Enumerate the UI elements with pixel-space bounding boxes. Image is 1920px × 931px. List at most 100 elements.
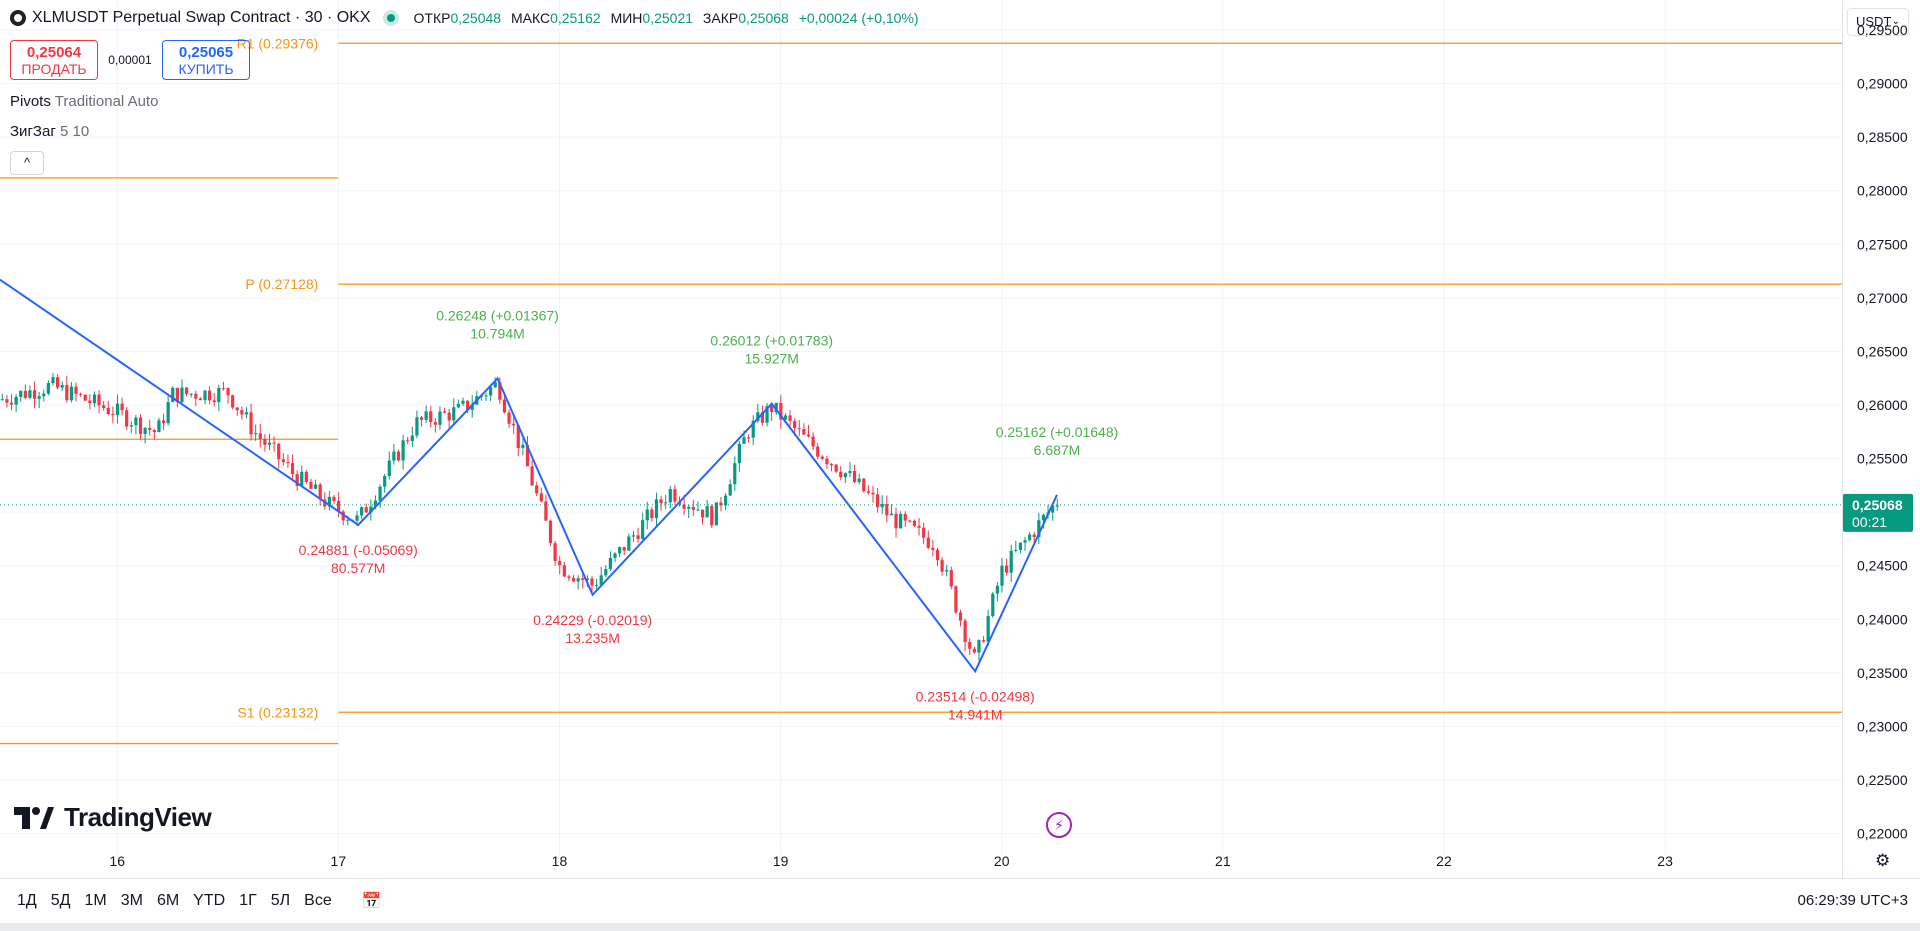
candle-body bbox=[194, 393, 198, 399]
candle-body bbox=[221, 387, 226, 389]
indicator-pivots[interactable]: Pivots Traditional Auto bbox=[10, 93, 159, 110]
candle-body bbox=[691, 506, 695, 510]
candle-body bbox=[387, 460, 391, 477]
buy-button[interactable]: 0,25065 КУПИТЬ bbox=[162, 40, 250, 80]
candle-body bbox=[231, 395, 235, 408]
candle-body bbox=[406, 440, 410, 442]
candle-body bbox=[184, 387, 189, 394]
y-tick-label: 0,26000 bbox=[1857, 397, 1908, 413]
candle-body bbox=[594, 584, 599, 586]
zigzag-price-label: 0.24881 (-0.05069) bbox=[299, 542, 418, 558]
candle-body bbox=[765, 406, 769, 423]
candle-body bbox=[793, 420, 797, 429]
y-tick-label: 0,29500 bbox=[1857, 22, 1908, 38]
candle-body bbox=[899, 513, 903, 529]
candle-body bbox=[235, 407, 239, 411]
range-5y[interactable]: 5Л bbox=[270, 892, 291, 909]
candle-body bbox=[277, 443, 281, 460]
x-tick-label: 19 bbox=[773, 853, 789, 869]
candle-body bbox=[286, 461, 290, 464]
candle-body bbox=[774, 402, 778, 413]
candle-body bbox=[489, 387, 493, 396]
candle-body bbox=[304, 471, 308, 482]
calendar-icon[interactable]: 📅 bbox=[361, 893, 382, 910]
candle-body bbox=[46, 383, 50, 394]
clock[interactable]: 06:29:39 UTC+3 bbox=[1797, 892, 1909, 909]
zigzag-volume-label: 13.235M bbox=[565, 630, 619, 646]
x-tick-label: 20 bbox=[994, 853, 1010, 869]
candle-body bbox=[415, 417, 419, 436]
lightning-icon[interactable]: ⚡ bbox=[1046, 812, 1072, 838]
candle-body bbox=[544, 501, 548, 521]
zigzag-volume-label: 10.794M bbox=[470, 325, 524, 341]
candle-body bbox=[558, 560, 562, 566]
settings-gear-icon[interactable]: ⚙ bbox=[1875, 851, 1891, 870]
candle-body bbox=[198, 398, 202, 401]
candle-body bbox=[327, 496, 331, 507]
range-ytd[interactable]: YTD bbox=[193, 892, 226, 909]
candle-body bbox=[622, 547, 626, 551]
candle-body bbox=[876, 494, 880, 508]
zigzag-volume-label: 6.687M bbox=[1034, 442, 1081, 458]
candle-body bbox=[834, 464, 838, 472]
candle-body bbox=[567, 576, 571, 579]
candle-body bbox=[783, 415, 788, 420]
range-1m[interactable]: 1М bbox=[84, 892, 107, 909]
range-all[interactable]: Все bbox=[304, 892, 332, 909]
candle-body bbox=[272, 442, 276, 444]
candle-body bbox=[1000, 565, 1004, 586]
candle-body bbox=[470, 404, 474, 410]
range-3m[interactable]: 3М bbox=[120, 892, 143, 909]
range-6m[interactable]: 6М bbox=[156, 892, 180, 909]
candle-body bbox=[1009, 550, 1013, 573]
candle-body bbox=[525, 444, 530, 467]
range-1d[interactable]: 1Д bbox=[17, 892, 37, 909]
range-5d[interactable]: 5Д bbox=[50, 892, 71, 909]
candle-body bbox=[797, 428, 801, 430]
zigzag-price-label: 0.24229 (-0.02019) bbox=[533, 612, 652, 628]
candle-body bbox=[134, 417, 138, 426]
candle-body bbox=[244, 412, 249, 415]
candle-body bbox=[88, 400, 92, 404]
candle-body bbox=[313, 484, 318, 489]
candle-body bbox=[880, 503, 884, 508]
indicator-zigzag[interactable]: ЗигЗаг 5 10 bbox=[10, 123, 90, 140]
candle-body bbox=[940, 560, 944, 572]
collapse-indicators-button[interactable]: ^ bbox=[10, 151, 44, 175]
candle-body bbox=[106, 407, 110, 414]
candle-body bbox=[926, 537, 930, 548]
x-tick-label: 23 bbox=[1657, 853, 1673, 869]
candle-body bbox=[364, 507, 368, 513]
candle-body bbox=[912, 520, 917, 526]
range-1y[interactable]: 1Г bbox=[239, 892, 257, 909]
zigzag-volume-label: 14.941M bbox=[948, 706, 1002, 722]
tradingview-logo[interactable]: TradingView bbox=[14, 802, 212, 833]
candle-body bbox=[705, 506, 709, 518]
candle-body bbox=[866, 491, 870, 493]
candle-body bbox=[945, 570, 949, 572]
candle-body bbox=[23, 390, 27, 398]
candle-body bbox=[894, 513, 898, 529]
y-tick-label: 0,25500 bbox=[1857, 451, 1908, 467]
change-value: +0,00024 (+0,10%) bbox=[798, 10, 919, 26]
x-tick-label: 18 bbox=[552, 853, 568, 869]
sell-button[interactable]: 0,25064 ПРОДАТЬ bbox=[10, 40, 98, 80]
candle-body bbox=[401, 440, 405, 461]
candle-body bbox=[267, 442, 272, 445]
candle-body bbox=[811, 436, 815, 447]
candle-body bbox=[562, 565, 566, 577]
close-value: 0,25068 bbox=[738, 10, 789, 26]
zigzag-line bbox=[0, 278, 1058, 674]
market-status-icon[interactable] bbox=[382, 10, 399, 26]
symbol-title[interactable]: XLMUSDT Perpetual Swap Contract · 30 · O… bbox=[32, 9, 371, 26]
y-tick-label: 0,23000 bbox=[1857, 718, 1908, 734]
candle-body bbox=[839, 471, 843, 478]
candle-body bbox=[954, 586, 958, 613]
candle-body bbox=[493, 382, 497, 388]
candle-body bbox=[636, 535, 640, 539]
currency-select[interactable]: USDT ⌄ bbox=[1847, 8, 1909, 36]
candle-body bbox=[392, 451, 396, 461]
candle-body bbox=[143, 427, 147, 434]
candle-body bbox=[935, 549, 940, 561]
